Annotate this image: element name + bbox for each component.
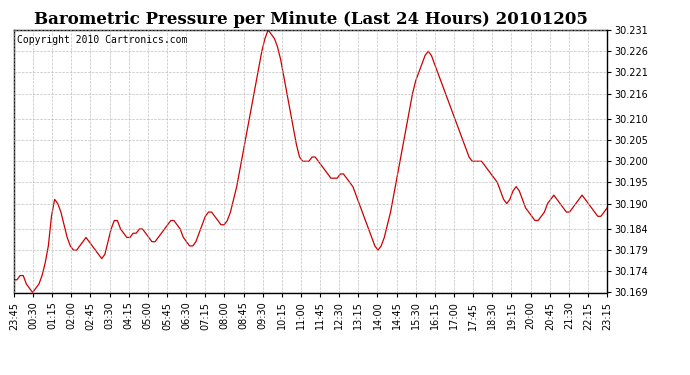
- Text: Copyright 2010 Cartronics.com: Copyright 2010 Cartronics.com: [17, 35, 187, 45]
- Title: Barometric Pressure per Minute (Last 24 Hours) 20101205: Barometric Pressure per Minute (Last 24 …: [34, 12, 587, 28]
